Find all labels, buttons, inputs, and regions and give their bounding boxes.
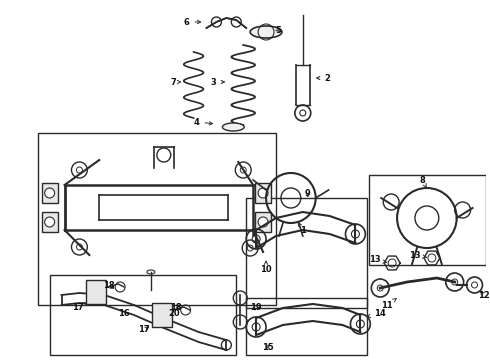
Bar bbox=[255, 183, 271, 203]
Text: 19: 19 bbox=[250, 303, 262, 312]
Bar bbox=[152, 303, 172, 327]
Text: 6: 6 bbox=[184, 18, 200, 27]
Bar bbox=[42, 183, 58, 203]
Circle shape bbox=[258, 217, 268, 227]
Text: 11: 11 bbox=[381, 298, 396, 310]
Text: 13: 13 bbox=[369, 256, 387, 265]
Ellipse shape bbox=[222, 123, 244, 131]
Circle shape bbox=[90, 286, 102, 298]
Ellipse shape bbox=[250, 26, 282, 38]
Bar bbox=[49, 275, 236, 355]
Text: 9: 9 bbox=[305, 189, 311, 198]
Bar bbox=[86, 280, 106, 304]
Text: 12: 12 bbox=[478, 291, 490, 300]
Text: 5: 5 bbox=[275, 26, 281, 35]
Text: 16: 16 bbox=[118, 309, 130, 318]
Text: 13: 13 bbox=[409, 251, 426, 260]
Text: 20: 20 bbox=[168, 309, 179, 318]
Text: 17: 17 bbox=[138, 325, 150, 334]
Text: 3: 3 bbox=[211, 77, 224, 86]
Bar bbox=[246, 198, 368, 308]
Text: 4: 4 bbox=[194, 117, 213, 126]
Bar bbox=[369, 175, 487, 265]
Text: 14: 14 bbox=[367, 309, 386, 318]
Text: 10: 10 bbox=[260, 261, 272, 274]
Bar bbox=[38, 133, 276, 305]
Circle shape bbox=[45, 188, 54, 198]
Text: 15: 15 bbox=[262, 343, 274, 352]
Circle shape bbox=[45, 217, 54, 227]
Text: 2: 2 bbox=[317, 73, 331, 82]
Text: 18: 18 bbox=[103, 282, 115, 291]
Text: 18: 18 bbox=[170, 303, 181, 312]
Text: 7: 7 bbox=[171, 77, 181, 86]
Bar bbox=[246, 298, 368, 355]
Circle shape bbox=[156, 309, 168, 321]
Text: 17: 17 bbox=[72, 302, 87, 312]
Bar bbox=[42, 212, 58, 232]
Text: 1: 1 bbox=[298, 222, 306, 234]
Text: 8: 8 bbox=[419, 176, 426, 188]
Circle shape bbox=[258, 188, 268, 198]
Bar bbox=[255, 212, 271, 232]
